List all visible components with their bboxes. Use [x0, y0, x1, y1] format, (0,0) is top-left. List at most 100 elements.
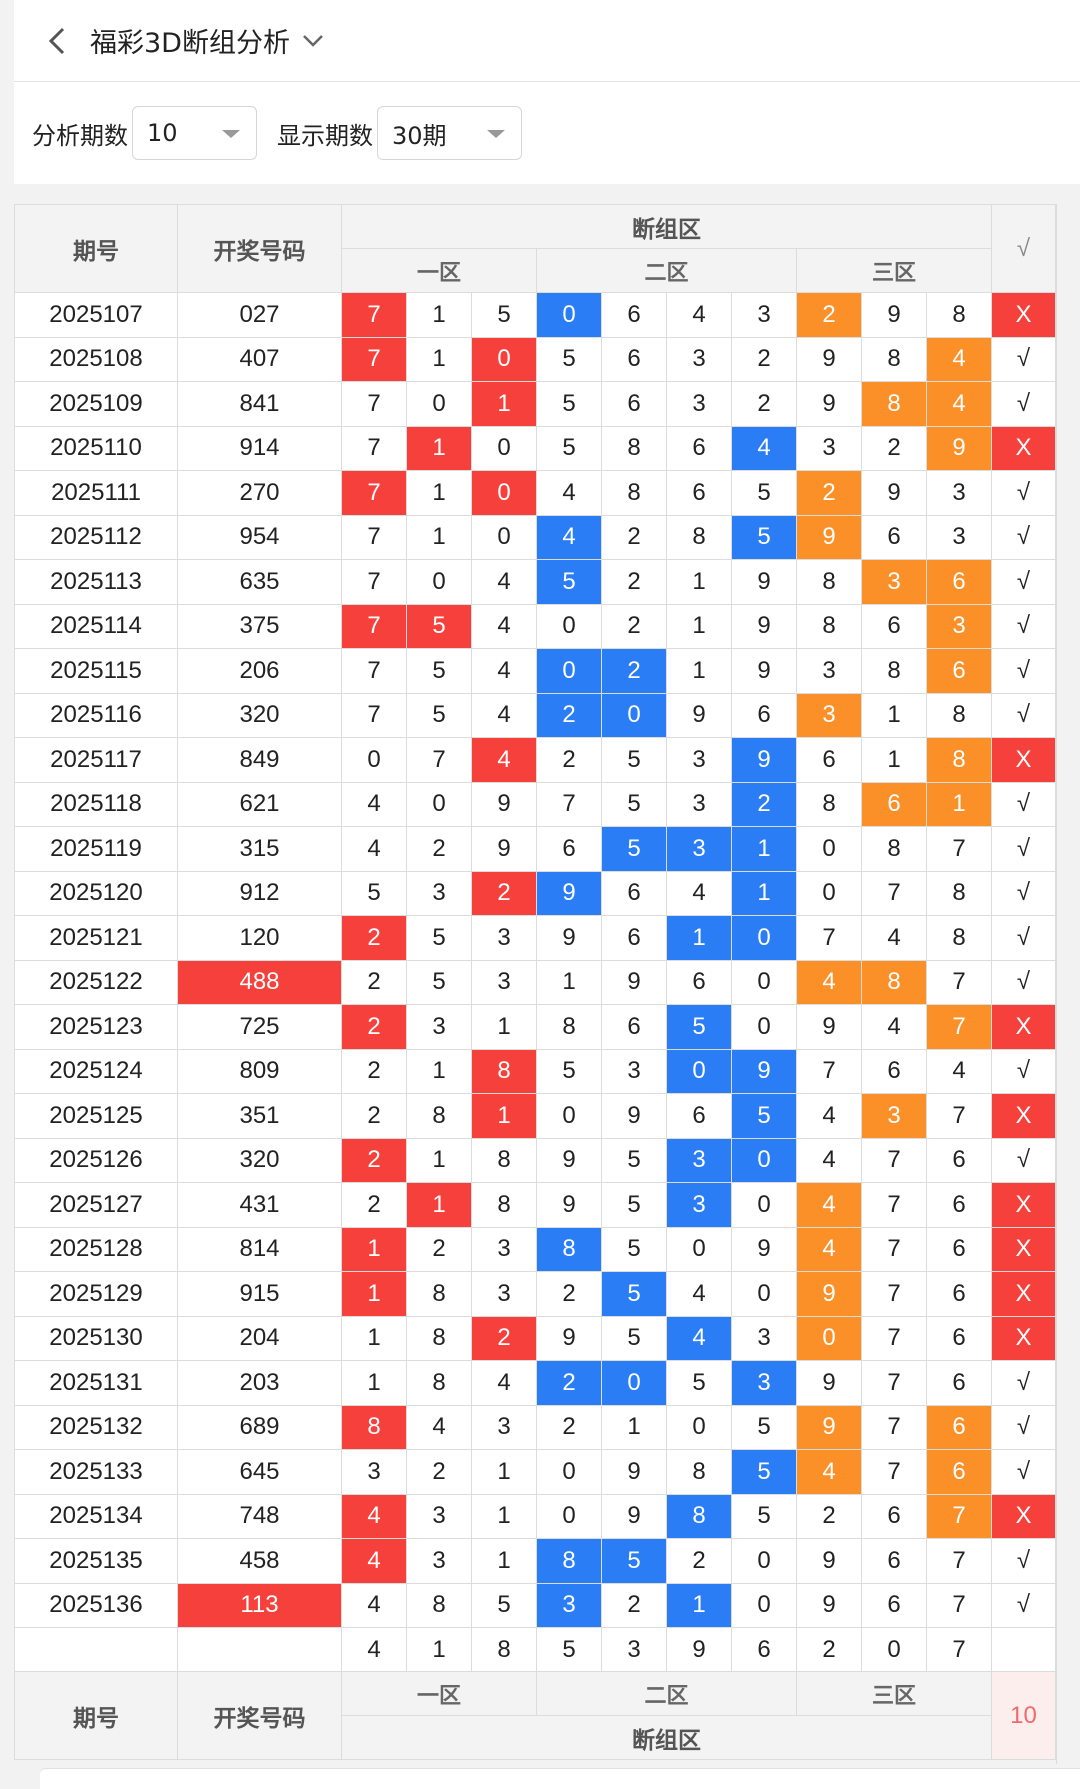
zone-digit-cell: 5 — [731, 1449, 797, 1495]
result-check-cell: √ — [991, 781, 1056, 827]
zone-digit-cell: 1 — [406, 1048, 472, 1094]
next-cell: 5 — [536, 1627, 602, 1672]
table-row: 2025130 204 1 8 2 9 5 4 3 0 7 6 X — [14, 1315, 1056, 1361]
table-row: 2025120 912 5 3 2 9 6 4 1 0 7 8 √ — [14, 870, 1056, 916]
zone-digit-cell: 4 — [861, 915, 927, 961]
result-check-cell: X — [991, 425, 1056, 471]
top-bar: 福彩3D断组分析 — [14, 0, 1080, 82]
zone-digit-cell: 1 — [406, 425, 472, 471]
period-cell: 2025107 — [14, 292, 178, 338]
zone-digit-cell: 6 — [861, 781, 927, 827]
filter-bar: 分析期数 10 显示期数 30期 — [14, 82, 1080, 184]
zone-digit-cell: 9 — [536, 1137, 602, 1183]
zone-digit-cell: 3 — [666, 1137, 732, 1183]
zone-digit-cell: 0 — [731, 1182, 797, 1228]
period-cell: 2025126 — [14, 1137, 178, 1183]
zone-digit-cell: 4 — [341, 781, 407, 827]
table-row: 2025133 645 3 2 1 0 9 8 5 4 7 6 √ — [14, 1449, 1056, 1495]
draw-number-cell: 488 — [177, 959, 342, 1005]
zone-digit-cell: 1 — [406, 514, 472, 560]
result-check-cell: √ — [991, 381, 1056, 427]
draw-number-cell: 270 — [177, 470, 342, 516]
zone-digit-cell: 2 — [796, 470, 862, 516]
zone-digit-cell: 5 — [341, 870, 407, 916]
zone-digit-cell: 1 — [471, 1004, 537, 1050]
zone-digit-cell: 2 — [341, 1004, 407, 1050]
zone-digit-cell: 3 — [731, 292, 797, 338]
zone-digit-cell: 9 — [796, 381, 862, 427]
col-header-check: √ — [991, 204, 1056, 293]
table-row: 2025128 814 1 2 3 8 5 0 9 4 7 6 X — [14, 1226, 1056, 1272]
col-header-number: 开奖号码 — [177, 204, 342, 293]
display-count-select[interactable]: 30期 — [377, 106, 522, 160]
table-row: 2025107 027 7 1 5 0 6 4 3 2 9 8 X — [14, 292, 1056, 338]
period-cell: 2025131 — [14, 1360, 178, 1406]
zone-digit-cell: 4 — [471, 692, 537, 738]
zone-digit-cell: 9 — [601, 1093, 667, 1139]
zone-digit-cell: 9 — [666, 692, 732, 738]
footer-zone-two: 二区 — [536, 1671, 797, 1716]
zone-digit-cell: 9 — [601, 959, 667, 1005]
zone-digit-cell: 9 — [536, 1315, 602, 1361]
zone-digit-cell: 3 — [731, 1315, 797, 1361]
zone-digit-cell: 1 — [471, 1449, 537, 1495]
zone-digit-cell: 5 — [601, 1538, 667, 1584]
table-row: 2025122 488 2 5 3 1 9 6 0 4 8 7 √ — [14, 959, 1056, 1005]
zone-digit-cell: 6 — [601, 1004, 667, 1050]
zone-digit-cell: 6 — [601, 381, 667, 427]
zone-digit-cell: 1 — [471, 1493, 537, 1539]
table-row: 2025136 113 4 8 5 3 2 1 0 9 6 7 √ — [14, 1582, 1056, 1628]
zone-digit-cell: 1 — [536, 959, 602, 1005]
zone-digit-cell: 4 — [796, 1137, 862, 1183]
page-title[interactable]: 福彩3D断组分析 — [90, 28, 290, 59]
draw-number-cell: 120 — [177, 915, 342, 961]
zone-digit-cell: 1 — [666, 1582, 732, 1628]
zone-digit-cell: 6 — [926, 1360, 992, 1406]
draw-number-cell: 954 — [177, 514, 342, 560]
zone-digit-cell: 7 — [861, 870, 927, 916]
zone-digit-cell: 0 — [471, 514, 537, 560]
table-row: 2025123 725 2 3 1 8 6 5 0 9 4 7 X — [14, 1004, 1056, 1050]
chevron-down-icon[interactable] — [302, 34, 324, 48]
result-check-cell: X — [991, 1004, 1056, 1050]
zone-digit-cell: 9 — [926, 425, 992, 471]
analysis-count-select[interactable]: 10 — [132, 106, 257, 160]
zone-digit-cell: 1 — [471, 381, 537, 427]
zone-digit-cell: 3 — [926, 514, 992, 560]
zone-digit-cell: 4 — [796, 1093, 862, 1139]
zone-digit-cell: 8 — [666, 1449, 732, 1495]
period-cell: 2025108 — [14, 336, 178, 382]
zone-digit-cell: 7 — [926, 1538, 992, 1584]
zone-digit-cell: 8 — [926, 870, 992, 916]
next-row-number — [177, 1627, 342, 1672]
result-check-cell: √ — [991, 959, 1056, 1005]
footer-zone-three: 三区 — [796, 1671, 992, 1716]
result-check-cell: √ — [991, 1404, 1056, 1450]
dropdown-caret-icon — [222, 130, 240, 138]
zone-digit-cell: 2 — [731, 336, 797, 382]
footer-zone: 断组区 — [341, 1715, 992, 1760]
zone-digit-cell: 2 — [406, 1449, 472, 1495]
zone-digit-cell: 6 — [926, 1137, 992, 1183]
next-cell: 3 — [601, 1627, 667, 1672]
draw-number-cell: 375 — [177, 603, 342, 649]
zone-one-header: 一区 — [341, 248, 537, 293]
result-check-cell: √ — [991, 603, 1056, 649]
back-arrow-icon[interactable] — [32, 0, 82, 81]
zone-digit-cell: 7 — [861, 1137, 927, 1183]
zone-digit-cell: 0 — [731, 1538, 797, 1584]
period-cell: 2025116 — [14, 692, 178, 738]
zone-digit-cell: 1 — [666, 915, 732, 961]
zone-digit-cell: 1 — [406, 1182, 472, 1228]
zone-digit-cell: 6 — [861, 1582, 927, 1628]
zone-digit-cell: 2 — [796, 1493, 862, 1539]
table-row: 2025117 849 0 7 4 2 5 3 9 6 1 8 X — [14, 737, 1056, 783]
result-check-cell: √ — [991, 1582, 1056, 1628]
period-cell: 2025125 — [14, 1093, 178, 1139]
zone-digit-cell: 2 — [341, 1137, 407, 1183]
table-row: 2025129 915 1 8 3 2 5 4 0 9 7 6 X — [14, 1271, 1056, 1317]
zone-digit-cell: 4 — [471, 1360, 537, 1406]
zone-digit-cell: 8 — [536, 1226, 602, 1272]
table-row: 2025135 458 4 3 1 8 5 2 0 9 6 7 √ — [14, 1538, 1056, 1584]
period-cell: 2025136 — [14, 1582, 178, 1628]
